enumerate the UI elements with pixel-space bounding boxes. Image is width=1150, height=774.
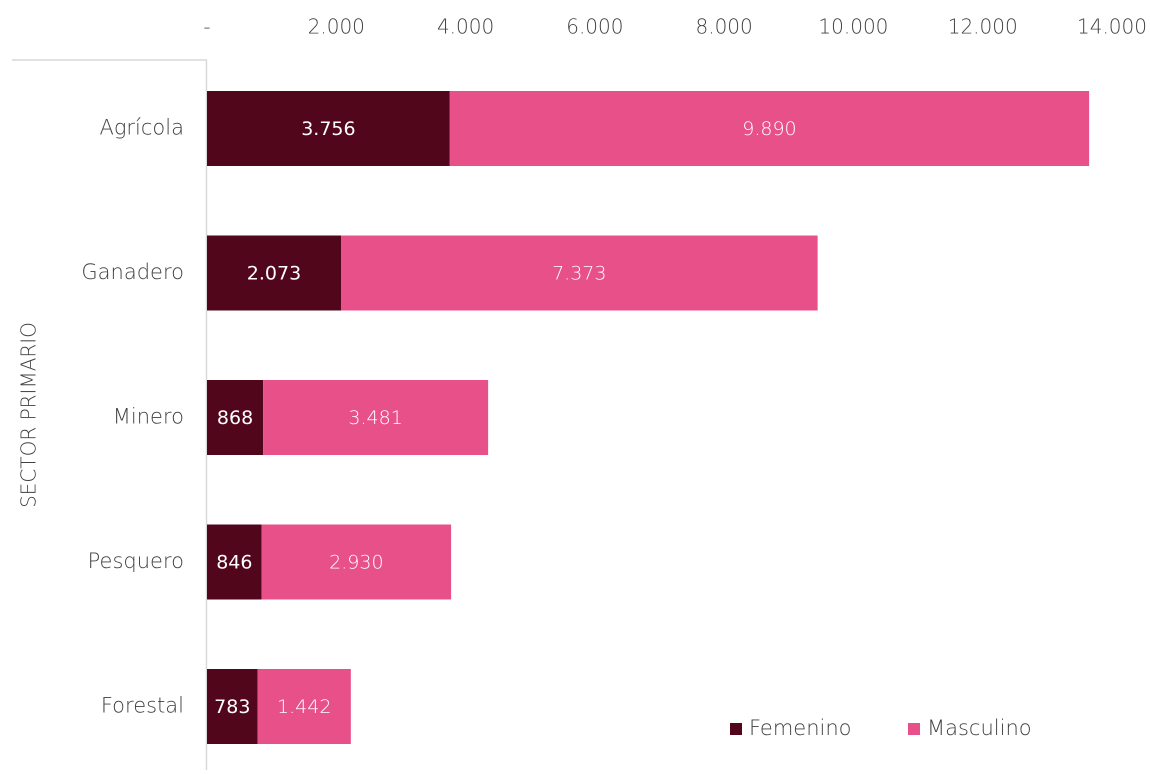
bar-femenino bbox=[207, 669, 258, 744]
x-tick-label: 4.000 bbox=[437, 15, 494, 39]
x-tick-label: 2.000 bbox=[308, 15, 365, 39]
bars-group: 3.756 9.890 2.073 7.373 868 3.481 846 2.930 783 1… bbox=[207, 91, 1090, 744]
x-tick-label: 8.000 bbox=[696, 15, 753, 39]
bar-value-label: 3.481 bbox=[348, 407, 402, 429]
legend-label: Femenino bbox=[749, 716, 852, 740]
bar-masculino bbox=[449, 91, 1090, 166]
x-tick-label: 12.000 bbox=[948, 15, 1018, 39]
group-label: SECTOR PRIMARIO bbox=[17, 322, 41, 508]
x-tick-label: 10.000 bbox=[818, 15, 888, 39]
bar-masculino bbox=[263, 380, 489, 455]
bar-masculino bbox=[341, 235, 818, 311]
bar-masculino bbox=[257, 669, 351, 744]
legend-swatch bbox=[730, 723, 742, 735]
bar-value-label: 846 bbox=[216, 552, 252, 574]
bar-value-label: 2.073 bbox=[247, 263, 301, 285]
category-label: Pesquero bbox=[88, 549, 184, 573]
legend-swatch bbox=[908, 723, 920, 735]
bar-femenino bbox=[207, 235, 342, 311]
legend-label: Masculino bbox=[927, 716, 1032, 740]
category-label: Agrícola bbox=[99, 116, 184, 140]
bar-value-label: 2.930 bbox=[329, 552, 383, 574]
bar-femenino bbox=[207, 380, 264, 455]
category-label: Minero bbox=[113, 405, 184, 429]
x-tick-label: - bbox=[203, 15, 210, 39]
bar-value-label: 9.890 bbox=[742, 118, 796, 140]
category-label: Forestal bbox=[101, 694, 184, 718]
legend: Femenino Masculino bbox=[730, 716, 1032, 740]
bar-femenino bbox=[207, 91, 450, 166]
x-tick-label: 14.000 bbox=[1077, 15, 1147, 39]
bar-value-label: 783 bbox=[214, 696, 250, 718]
bar-masculino bbox=[261, 524, 452, 600]
bar-value-label: 7.373 bbox=[552, 263, 606, 285]
axis-group: - 2.000 4.000 6.000 8.000 10.000 12.000 14.000 S… bbox=[12, 15, 1147, 770]
category-label: Ganadero bbox=[81, 260, 184, 284]
bar-value-label: 868 bbox=[217, 407, 253, 429]
bar-value-label: 1.442 bbox=[277, 696, 331, 718]
bar-femenino bbox=[207, 524, 262, 600]
bar-value-label: 3.756 bbox=[301, 118, 355, 140]
x-tick-label: 6.000 bbox=[566, 15, 623, 39]
